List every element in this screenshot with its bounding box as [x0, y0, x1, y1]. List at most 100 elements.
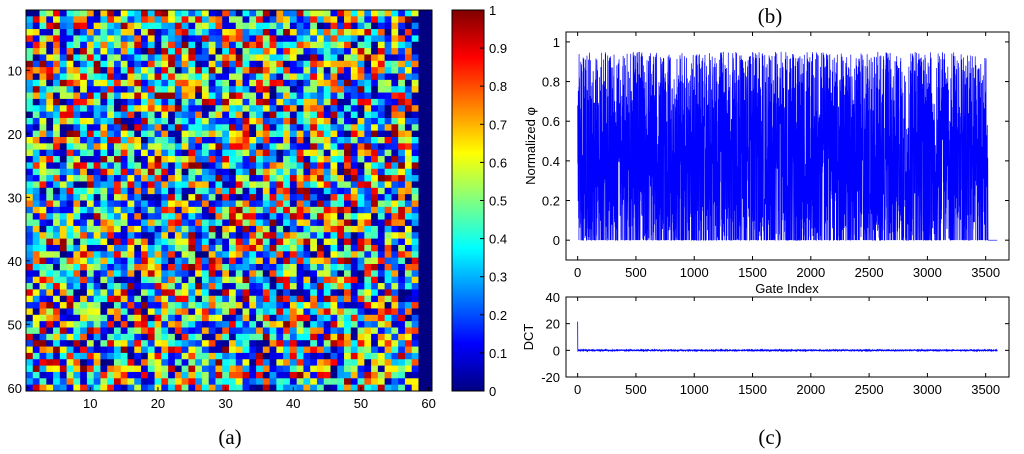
heatmap-cell	[269, 295, 277, 303]
heatmap-cell	[235, 327, 243, 335]
heatmap-cell	[249, 175, 257, 182]
heatmap-cell	[53, 333, 61, 341]
heatmap-cell	[384, 86, 392, 93]
heatmap-cell	[161, 270, 169, 278]
heatmap-cell	[411, 124, 419, 132]
heatmap-cell	[303, 321, 311, 328]
heatmap-cell	[168, 187, 176, 195]
heatmap-cell	[262, 111, 270, 119]
heatmap-cell	[235, 137, 243, 144]
heatmap-cell	[127, 283, 135, 290]
heatmap-cell	[391, 16, 399, 24]
heatmap-cell	[188, 225, 196, 233]
heatmap-cell	[330, 130, 338, 138]
heatmap-cell	[411, 213, 419, 220]
heatmap-cell	[398, 333, 406, 341]
panel-b-y-tick-label: 0	[553, 233, 560, 248]
heatmap-cell	[269, 187, 277, 195]
heatmap-cell	[418, 283, 426, 290]
heatmap-cell	[323, 244, 331, 252]
heatmap-cell	[256, 98, 264, 106]
heatmap-cell	[188, 10, 196, 17]
heatmap-cell	[154, 60, 162, 68]
heatmap-cell	[168, 283, 176, 290]
heatmap-cell	[364, 143, 372, 151]
heatmap-cell	[215, 124, 223, 132]
heatmap-cell	[276, 295, 284, 303]
heatmap-cell	[113, 225, 122, 233]
heatmap-cell	[107, 200, 115, 208]
heatmap-cell	[229, 175, 237, 182]
heatmap-cell	[283, 67, 291, 74]
heatmap-cell	[120, 225, 128, 233]
heatmap-cell	[411, 187, 419, 195]
heatmap-cell	[269, 29, 277, 36]
heatmap-cell	[289, 22, 298, 30]
heatmap-cell	[222, 117, 230, 125]
heatmap-cell	[262, 238, 270, 246]
heatmap-cell	[316, 371, 325, 379]
heatmap-cell	[120, 149, 128, 157]
heatmap-cell	[357, 308, 365, 316]
heatmap-cell	[161, 359, 169, 366]
heatmap-cell	[66, 308, 74, 316]
heatmap-cell	[201, 276, 210, 284]
heatmap-cell	[168, 340, 176, 347]
heatmap-cell	[404, 16, 413, 24]
heatmap-cell	[168, 378, 176, 386]
heatmap-cell	[134, 251, 142, 259]
heatmap-cell	[391, 384, 399, 392]
heatmap-cell	[208, 175, 216, 182]
heatmap-cell	[100, 117, 108, 125]
heatmap-cell	[371, 340, 379, 347]
heatmap-cell	[39, 117, 47, 125]
heatmap-cell	[215, 117, 223, 125]
heatmap-cell	[256, 60, 264, 68]
heatmap-cell	[120, 371, 128, 379]
heatmap-cell	[269, 219, 277, 227]
heatmap-cell	[181, 219, 189, 227]
heatmap-cell	[276, 67, 284, 74]
heatmap-cell	[384, 213, 392, 220]
heatmap-cell	[391, 60, 399, 68]
heatmap-cell	[134, 10, 142, 17]
heatmap-cell	[364, 79, 372, 87]
heatmap-cell	[59, 206, 67, 214]
heatmap-cell	[53, 130, 61, 138]
heatmap-cell	[289, 60, 298, 68]
heatmap-cell	[195, 219, 203, 227]
heatmap-cell	[195, 251, 203, 259]
heatmap-cell	[310, 371, 318, 379]
heatmap-cell	[256, 67, 264, 74]
heatmap-cell	[100, 308, 108, 316]
heatmap-cell	[181, 232, 189, 239]
heatmap-cell	[181, 213, 189, 220]
heatmap-cell	[235, 35, 243, 43]
heatmap-cell	[262, 371, 270, 379]
heatmap-cell	[53, 251, 61, 259]
heatmap-cell	[276, 359, 284, 366]
heatmap-cell	[66, 333, 74, 341]
heatmap-cell	[141, 67, 149, 74]
heatmap-cell	[80, 257, 88, 265]
heatmap-cell	[350, 10, 358, 17]
heatmap-cell	[188, 264, 196, 271]
heatmap-cell	[147, 264, 155, 271]
heatmap-cell	[154, 86, 162, 93]
heatmap-cell	[310, 194, 318, 201]
heatmap-cell	[242, 276, 250, 284]
heatmap-cell	[391, 175, 399, 182]
colorbar-gradient	[451, 9, 485, 392]
heatmap-cell	[188, 143, 196, 151]
heatmap-cell	[80, 117, 88, 125]
heatmap-cell	[141, 137, 149, 144]
heatmap-cell	[80, 359, 88, 366]
heatmap-cell	[364, 308, 372, 316]
heatmap-cell	[316, 187, 325, 195]
heatmap-cell	[100, 137, 108, 144]
heatmap-cell	[391, 371, 399, 379]
heatmap-cell	[168, 48, 176, 55]
heatmap-cell	[371, 60, 379, 68]
heatmap-cell	[296, 16, 304, 24]
heatmap-cell	[398, 73, 406, 81]
